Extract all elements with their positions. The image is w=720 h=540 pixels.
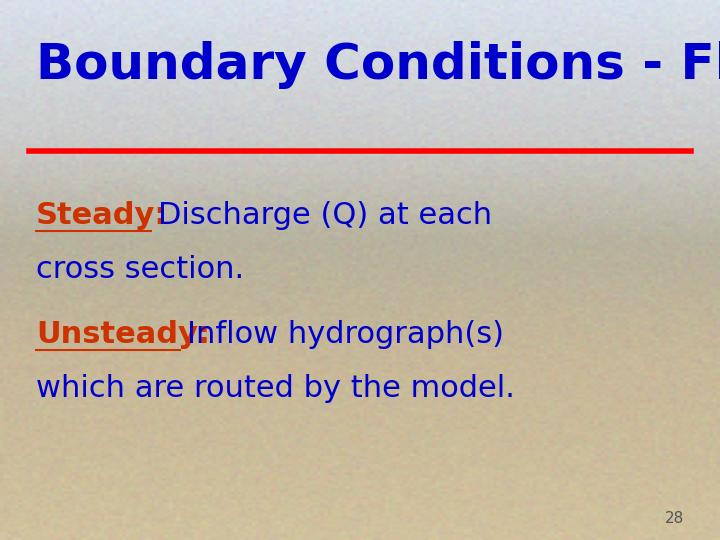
Text: cross section.: cross section. [36, 255, 244, 285]
Text: Discharge (Q) at each: Discharge (Q) at each [158, 201, 492, 231]
Text: Unsteady:: Unsteady: [36, 320, 210, 349]
Text: which are routed by the model.: which are routed by the model. [36, 374, 515, 403]
Text: 28: 28 [665, 511, 684, 526]
Text: Steady:: Steady: [36, 201, 168, 231]
Text: Boundary Conditions - Flow: Boundary Conditions - Flow [36, 41, 720, 89]
Text: Inflow hydrograph(s): Inflow hydrograph(s) [187, 320, 504, 349]
